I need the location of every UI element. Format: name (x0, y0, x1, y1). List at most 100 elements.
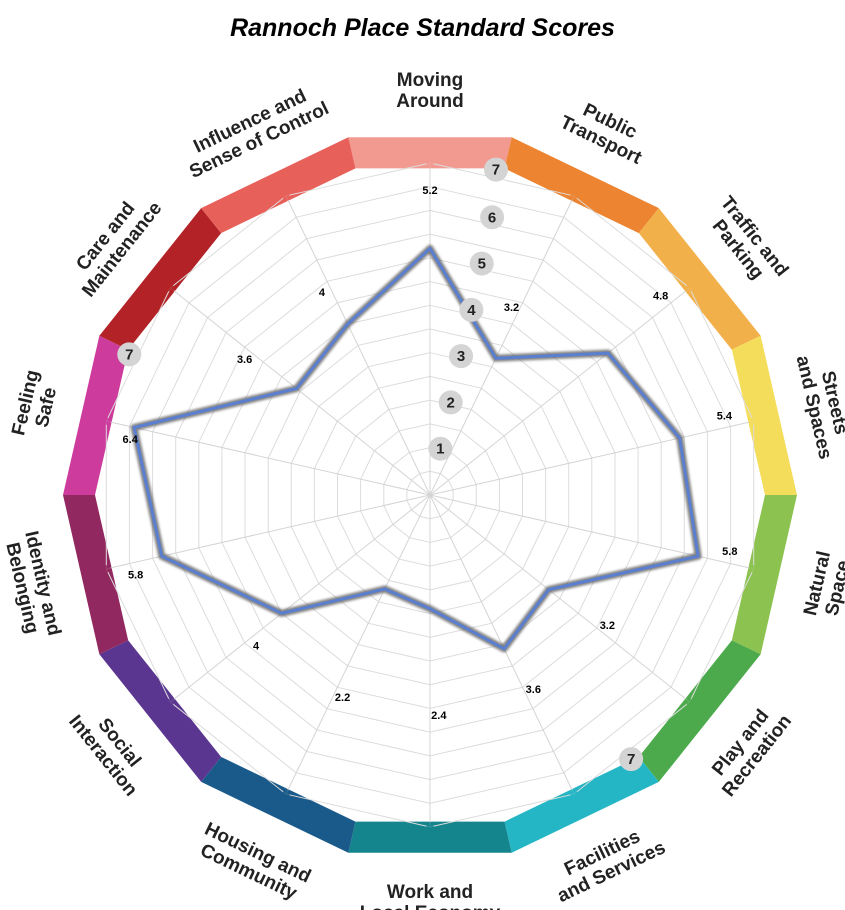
value-label: 5.8 (722, 546, 737, 558)
scale-badge-circle (428, 436, 453, 461)
scale-badge: 7 (619, 747, 644, 772)
scale-badge-text: 4 (467, 302, 476, 319)
axis-marker (568, 789, 584, 803)
scale-badge-text: 5 (478, 256, 486, 273)
ring-segment (638, 640, 761, 782)
chart-title: Rannoch Place Standard Scores (230, 14, 615, 42)
scale-badge-circle (483, 157, 508, 182)
grid-spoke (285, 195, 431, 496)
ring-segment (348, 821, 512, 853)
axis-marker (161, 698, 175, 712)
axis-marker (276, 187, 292, 201)
scale-badge-circle (480, 205, 505, 230)
axis-marker (276, 789, 292, 803)
value-label: 5.8 (128, 570, 143, 582)
ring-segment (99, 640, 222, 782)
axis-marker (748, 411, 761, 429)
axis-marker (99, 411, 112, 429)
ring-segment (731, 495, 797, 655)
scale-badge: 6 (480, 205, 505, 230)
category-label-line: Work and (387, 882, 473, 903)
ring-segment (63, 335, 129, 495)
value-label: 4.8 (653, 290, 668, 302)
scale-badge-text: 7 (125, 346, 133, 363)
scale-badge-text: 3 (457, 348, 465, 365)
scale-badge-text: 6 (488, 209, 496, 226)
grid-spoke (429, 195, 575, 496)
scale-badge-text: 2 (447, 394, 455, 411)
scale-badge: 1 (428, 436, 453, 461)
value-label: 2.4 (431, 710, 447, 722)
value-label: 5.4 (717, 410, 733, 422)
ring-segment (99, 208, 222, 350)
grid-spoke (285, 494, 431, 795)
value-label: 4 (253, 640, 260, 652)
scale-badge-text: 7 (627, 751, 635, 768)
scale-markers: 1 2 3 4 5 6 7 7 7 (117, 157, 644, 772)
grid-spoke (170, 287, 431, 496)
value-label: 5.2 (422, 185, 437, 197)
grid-spoke (170, 494, 431, 703)
ring-segment (504, 137, 659, 234)
ring-segment (348, 137, 512, 169)
scale-badge: 2 (438, 390, 463, 415)
scale-badge: 5 (469, 251, 494, 276)
axis-marker (99, 561, 112, 579)
scale-badge: 7 (483, 157, 508, 182)
value-label: 3.2 (600, 620, 615, 632)
ring-segment (638, 208, 761, 350)
scale-badge-text: 1 (436, 441, 444, 458)
category-label-line: Local Economy (360, 903, 501, 910)
category-label-line: Moving (397, 70, 464, 91)
scale-badge-circle (469, 251, 494, 276)
ring-segment (63, 495, 129, 655)
grid-spoke (429, 420, 754, 496)
value-labels: 5.2 3.2 4.8 5.4 5.8 3.2 3.6 2.4 2.2 4 5.8 6.4 3.6 4 (123, 185, 738, 722)
grid-spoke (106, 420, 431, 496)
axis-marker (685, 698, 699, 712)
scale-badge-text: 7 (492, 162, 500, 179)
scale-badge: 7 (117, 342, 142, 367)
ring-segment (201, 756, 356, 853)
scale-badge-circle (438, 390, 463, 415)
ring-segment (201, 137, 356, 234)
axis-marker (161, 278, 175, 292)
scale-badge-circle (449, 344, 474, 369)
value-label: 6.4 (123, 434, 139, 446)
score-polygon-line (132, 246, 700, 651)
value-label: 4 (319, 287, 326, 299)
grid-spoke (429, 287, 690, 496)
value-label: 3.6 (237, 354, 252, 366)
category-label: Work andLocal Economy (360, 882, 501, 910)
ring-segment (504, 756, 659, 853)
axis-marker (421, 822, 439, 832)
grid-spoke (429, 494, 690, 703)
value-label: 3.6 (526, 684, 541, 696)
category-label-line: Around (396, 91, 464, 112)
scale-badge-circle (619, 747, 644, 772)
scale-badge: 3 (449, 344, 474, 369)
scale-badge-circle (459, 297, 484, 322)
scale-badge: 4 (459, 297, 484, 322)
radar-grid (99, 158, 761, 832)
axis-marker (748, 561, 761, 579)
score-polygon (130, 244, 702, 653)
value-label: 2.2 (335, 692, 350, 704)
ring-segment (731, 335, 797, 495)
axis-marker (685, 278, 699, 292)
category-color-ring (63, 137, 797, 853)
scale-badge-circle (117, 342, 142, 367)
value-label: 3.2 (504, 302, 519, 314)
axis-marker (568, 187, 584, 201)
